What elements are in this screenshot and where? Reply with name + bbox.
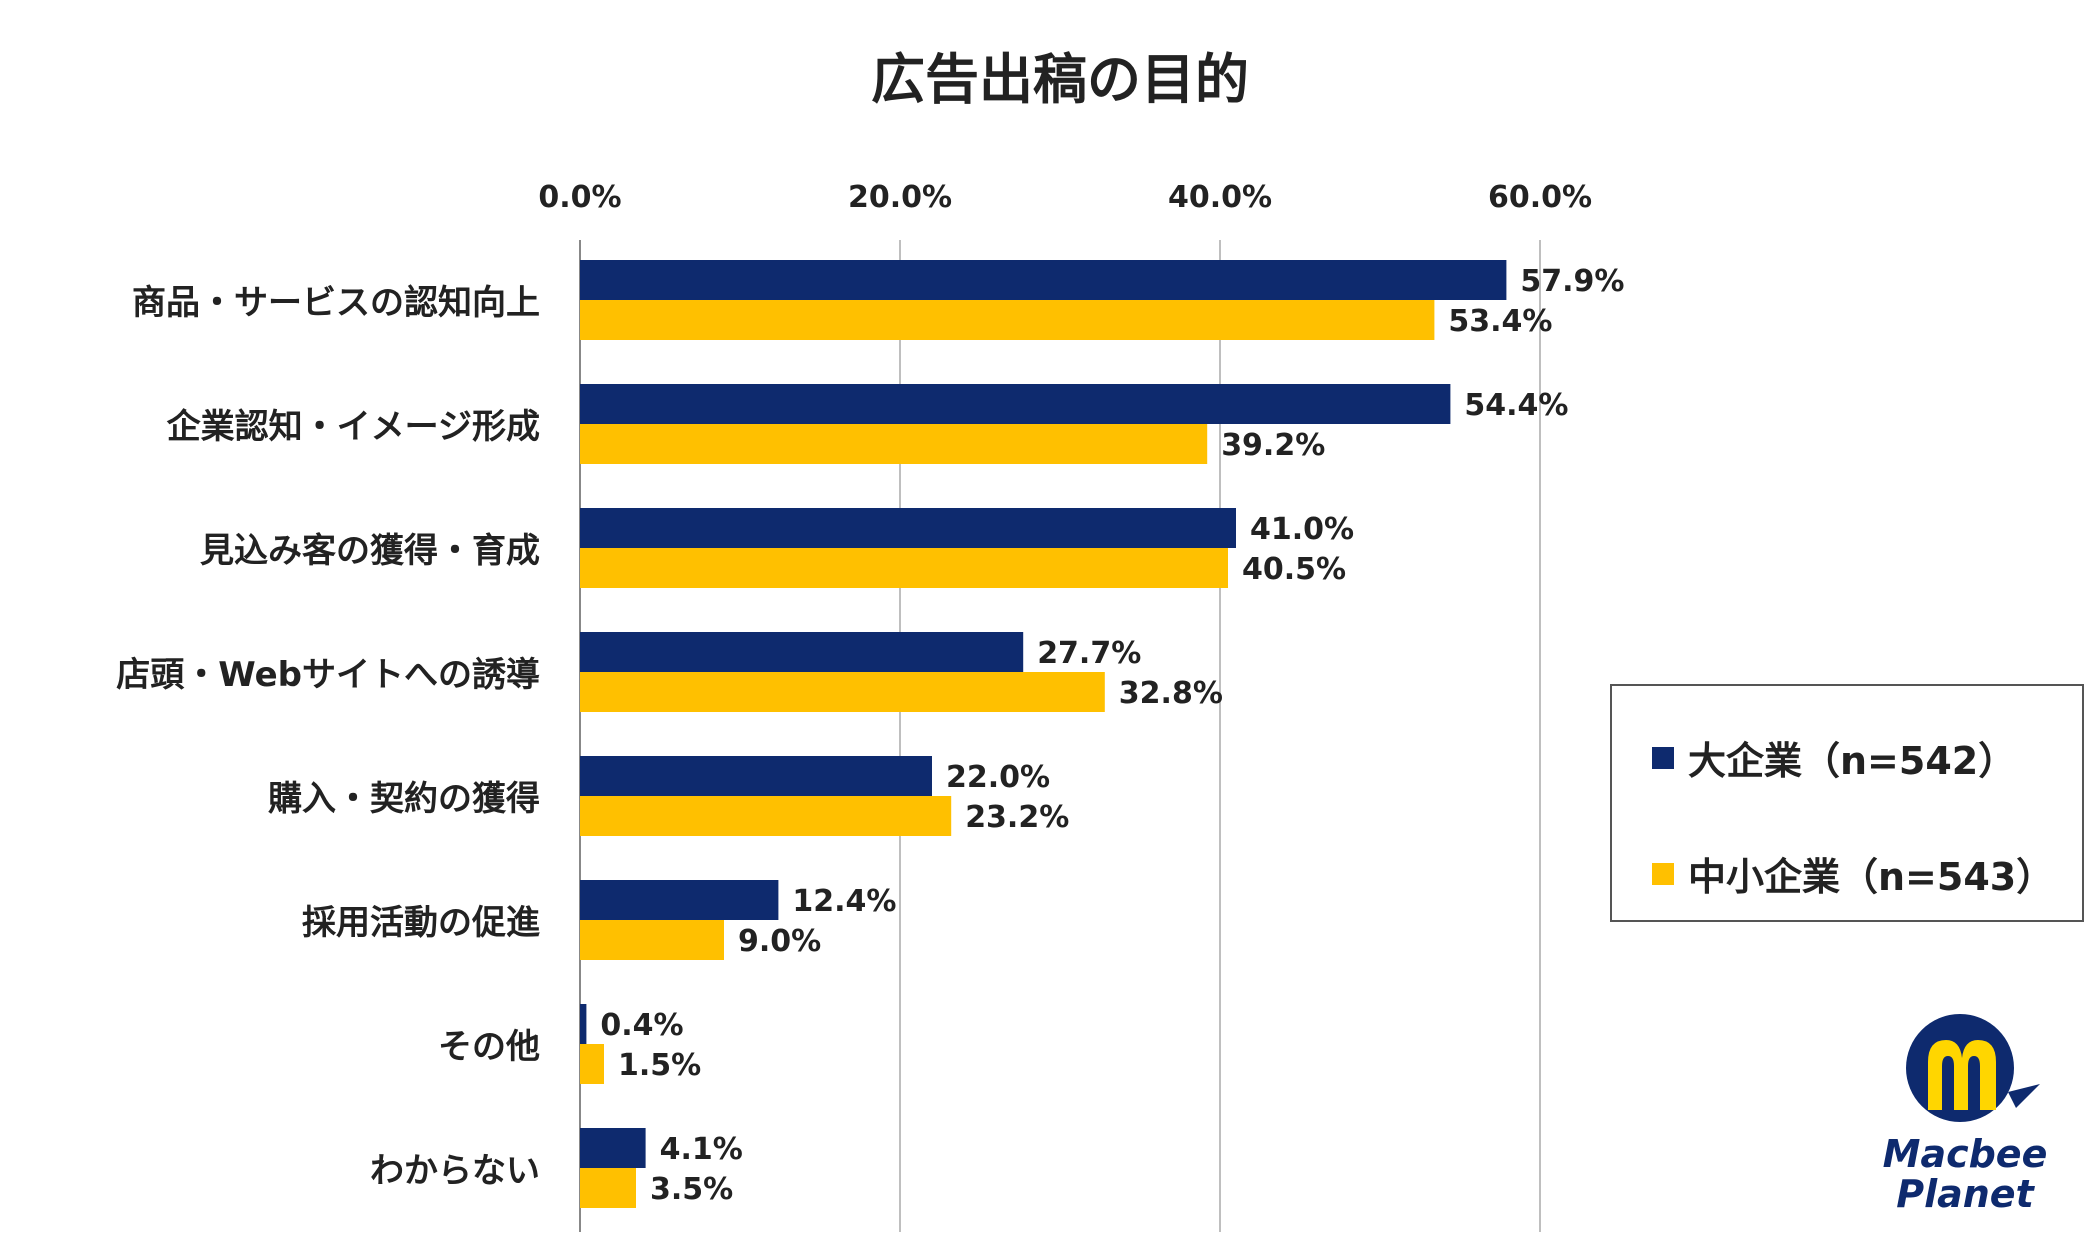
data-label: 40.5% bbox=[1242, 552, 1346, 587]
data-label: 23.2% bbox=[965, 800, 1069, 835]
logo-text-line2: Planet bbox=[1896, 1172, 2034, 1216]
legend-item-small: 中小企業（n=543） bbox=[1652, 846, 2054, 901]
bar-sme bbox=[580, 424, 1208, 464]
legend-label-large: 大企業（n=542） bbox=[1688, 739, 2017, 783]
category-label: 採用活動の促進 bbox=[302, 903, 540, 943]
bar-large-enterprise bbox=[580, 632, 1024, 672]
legend-swatch-large bbox=[1652, 746, 1674, 769]
bar-sme bbox=[580, 300, 1435, 340]
data-label: 12.4% bbox=[792, 884, 896, 919]
bar-large-enterprise bbox=[580, 384, 1451, 424]
data-label: 4.1% bbox=[660, 1132, 743, 1167]
data-label: 39.2% bbox=[1221, 428, 1325, 463]
bar-large-enterprise bbox=[580, 880, 779, 920]
macbee-planet-logo: Macbee Planet bbox=[1880, 1010, 2050, 1215]
legend-label-small: 中小企業（n=543） bbox=[1688, 855, 2055, 899]
bar-large-enterprise bbox=[580, 1128, 646, 1168]
chart-title: 広告出稿の目的 bbox=[871, 48, 1249, 111]
data-label: 32.8% bbox=[1119, 676, 1223, 711]
x-tick-label: 0.0% bbox=[538, 180, 621, 215]
bar-large-enterprise bbox=[580, 508, 1236, 548]
x-tick-label: 60.0% bbox=[1488, 180, 1592, 215]
bar-sme bbox=[580, 672, 1105, 712]
bar-sme bbox=[580, 1168, 636, 1208]
bar-sme bbox=[580, 1044, 604, 1084]
x-axis-ticks: 0.0% 20.0% 40.0% 60.0% bbox=[538, 180, 1592, 215]
bar-large-enterprise bbox=[580, 756, 932, 796]
legend-swatch-small bbox=[1652, 862, 1674, 885]
data-label: 27.7% bbox=[1037, 636, 1141, 671]
data-label: 54.4% bbox=[1464, 388, 1568, 423]
category-label: 企業認知・イメージ形成 bbox=[167, 407, 540, 447]
category-label: 店頭・Webサイトへの誘導 bbox=[116, 655, 540, 695]
logo-text-line1: Macbee bbox=[1882, 1132, 2048, 1176]
data-label: 53.4% bbox=[1448, 304, 1552, 339]
bars bbox=[580, 260, 1507, 1208]
x-tick-label: 20.0% bbox=[848, 180, 952, 215]
bar-sme bbox=[580, 796, 952, 836]
data-label: 0.4% bbox=[600, 1008, 683, 1043]
data-label: 1.5% bbox=[618, 1048, 701, 1083]
category-label: 見込み客の獲得・育成 bbox=[200, 531, 540, 571]
logo-mark-icon bbox=[1906, 1014, 2040, 1122]
data-label: 41.0% bbox=[1250, 512, 1354, 547]
category-label: 購入・契約の獲得 bbox=[268, 779, 540, 819]
data-label: 9.0% bbox=[738, 924, 821, 959]
legend: 大企業（n=542） 中小企業（n=543） bbox=[1610, 684, 2084, 922]
category-label: 商品・サービスの認知向上 bbox=[132, 283, 540, 323]
category-label: わからない bbox=[370, 1151, 540, 1191]
bar-large-enterprise bbox=[580, 1004, 587, 1044]
data-labels: 57.9% 53.4% 54.4% 39.2% 41.0% 40.5% 27.7% 32.8%… bbox=[600, 264, 1624, 1207]
legend-item-large: 大企業（n=542） bbox=[1652, 730, 2016, 785]
bar-sme bbox=[580, 920, 724, 960]
data-label: 57.9% bbox=[1520, 264, 1624, 299]
data-label: 3.5% bbox=[650, 1172, 733, 1207]
x-tick-label: 40.0% bbox=[1168, 180, 1272, 215]
category-labels: 商品・サービスの認知向上企業認知・イメージ形成見込み客の獲得・育成店頭・Webサ… bbox=[116, 283, 540, 1191]
data-label: 22.0% bbox=[946, 760, 1050, 795]
bar-large-enterprise bbox=[580, 260, 1507, 300]
category-label: その他 bbox=[438, 1027, 540, 1067]
bar-sme bbox=[580, 548, 1228, 588]
